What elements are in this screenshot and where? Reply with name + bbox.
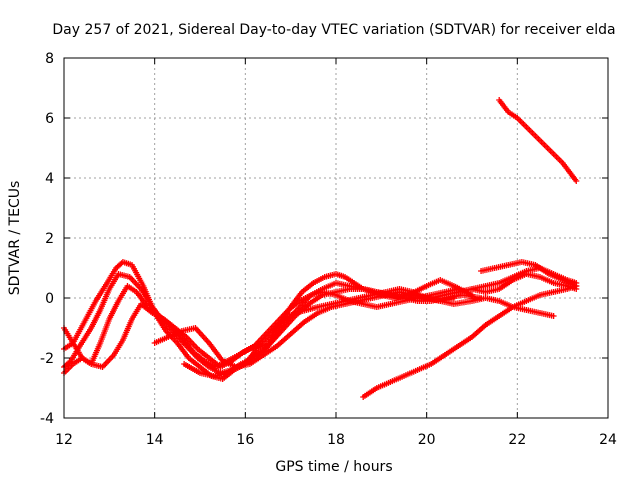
data-point <box>550 313 557 319</box>
y-tick-label: -2 <box>40 351 54 367</box>
y-tick-label: 6 <box>45 111 54 127</box>
x-axis-label: GPS time / hours <box>275 459 392 475</box>
x-tick-label: 16 <box>236 432 254 448</box>
series-track-8 <box>469 265 580 292</box>
y-tick-label: 2 <box>45 231 54 247</box>
x-tick-label: 12 <box>55 432 73 448</box>
series-track-6 <box>181 271 580 379</box>
chart-title: Day 257 of 2021, Sidereal Day-to-day VTE… <box>52 22 615 38</box>
x-tick-label: 24 <box>599 432 617 448</box>
data-marks <box>61 97 580 400</box>
y-axis-label: SDTVAR / TECUs <box>7 181 23 296</box>
x-tick-label: 18 <box>327 432 345 448</box>
series-track-10 <box>496 97 580 184</box>
x-tick-label: 22 <box>508 432 526 448</box>
x-tick-label: 14 <box>146 432 164 448</box>
data-point <box>573 178 580 184</box>
data-point <box>450 295 457 301</box>
series-track-9 <box>360 283 580 400</box>
series-track-5 <box>151 289 557 370</box>
y-tick-label: 4 <box>45 171 54 187</box>
data-point <box>573 283 580 289</box>
y-tick-label: 8 <box>45 51 54 67</box>
y-tick-label: -4 <box>40 411 54 427</box>
y-tick-label: 0 <box>45 291 54 307</box>
x-tick-label: 20 <box>418 432 436 448</box>
